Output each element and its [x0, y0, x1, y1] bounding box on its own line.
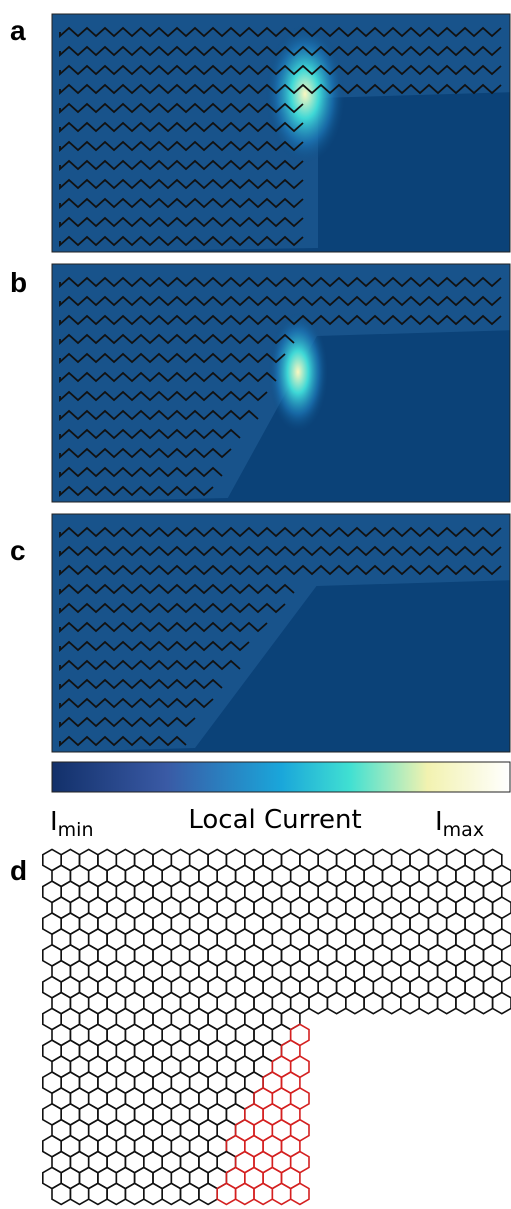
hexagon [346, 993, 364, 1014]
hexagon [383, 993, 401, 1014]
hexagon-removed [291, 1183, 309, 1204]
hexagon [419, 993, 437, 1014]
panel-label: c [10, 535, 26, 566]
panel-label: b [10, 267, 27, 298]
hexagon [401, 993, 419, 1014]
hexagon [125, 1183, 143, 1204]
current-maps [52, 14, 511, 752]
hexagon-removed [254, 1183, 272, 1204]
panel-label: d [10, 855, 27, 886]
hexagon [364, 993, 382, 1014]
lattice [43, 849, 511, 1204]
hexagon-removed [217, 1183, 235, 1204]
hexagon-removed [272, 1183, 290, 1204]
colorbar-min: Imin [50, 807, 94, 841]
hexagon [199, 1183, 217, 1204]
hexagon [309, 993, 327, 1014]
colorbar-title: Local Current [188, 805, 361, 835]
current-panel [52, 14, 511, 252]
current-panel [52, 514, 511, 752]
hexagon-removed [236, 1183, 254, 1204]
hexagon [493, 993, 511, 1014]
hexagon [89, 1183, 107, 1204]
hexagon [327, 993, 345, 1014]
panel-label: a [10, 15, 26, 46]
hexagon [181, 1183, 199, 1204]
current-hotspot [265, 24, 345, 164]
hexagon [474, 993, 492, 1014]
hexagon [438, 993, 456, 1014]
colorbar-max: Imax [435, 807, 484, 841]
hexagon [107, 1183, 125, 1204]
current-hotspot [268, 312, 328, 432]
hexagon [144, 1183, 162, 1204]
hexagon [52, 1183, 70, 1204]
hexagon [70, 1183, 88, 1204]
hexagon [162, 1183, 180, 1204]
colorbar [52, 762, 510, 792]
current-panel [52, 264, 511, 502]
hexagon [456, 993, 474, 1014]
figure: a b c d Imin Local Current Imax [0, 0, 511, 1209]
